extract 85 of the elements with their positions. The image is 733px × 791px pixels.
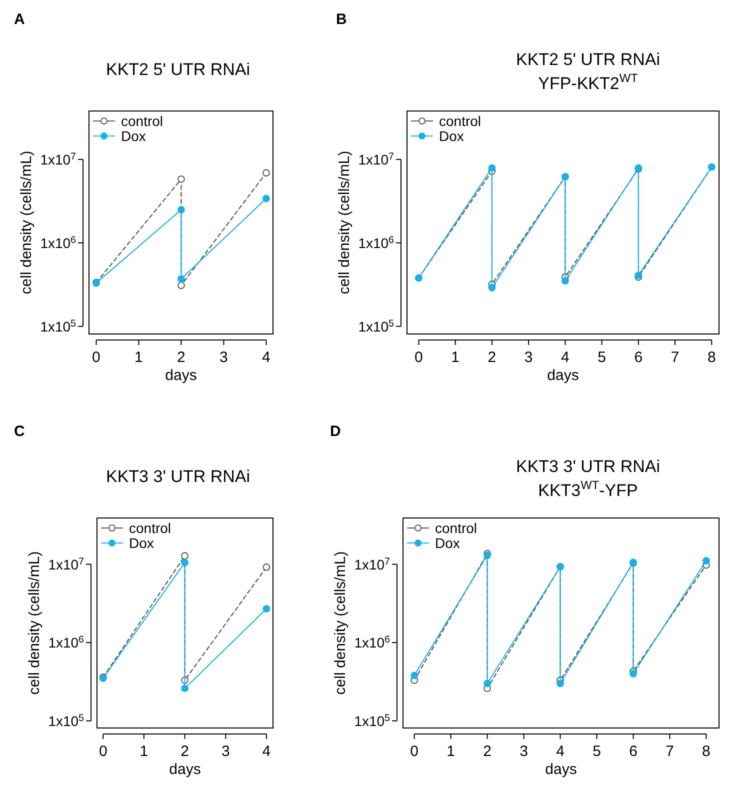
x-tick-label: 7 xyxy=(666,743,674,760)
legend-label: control xyxy=(121,113,164,129)
y-tick-label: 1x10$^{6}$ xyxy=(358,234,395,251)
point xyxy=(488,164,496,172)
y-tick-label: 1x10$^{6}$ xyxy=(48,634,85,651)
text: B xyxy=(336,11,347,28)
x-tick-label: 1 xyxy=(140,743,148,760)
x-tick-label: 2 xyxy=(483,743,492,760)
x-axis-title: days xyxy=(545,761,577,778)
x-tick-label: 5 xyxy=(598,349,606,366)
point xyxy=(484,680,491,688)
point xyxy=(178,175,185,183)
x-tick-label: 3 xyxy=(520,743,528,760)
y-tick-label: 1x10$^{7}$ xyxy=(40,150,76,168)
x-tick-label: 5 xyxy=(592,743,601,760)
x-axis-title: days xyxy=(547,367,579,384)
point xyxy=(702,557,710,564)
x-tick-label: 6 xyxy=(629,743,638,760)
legend-label: Dox xyxy=(439,128,464,144)
x-tick-label: 1 xyxy=(134,349,143,366)
y-tick-label: 1x10$^{7}$ xyxy=(48,556,84,572)
y-tick-label: 1x10$^{5}$ xyxy=(354,712,391,729)
x-tick-label: 8 xyxy=(708,349,716,366)
y-tick-label: 1x10$^{5}$ xyxy=(40,318,77,334)
point xyxy=(181,552,188,560)
chart-title: KKT2 5' UTR RNAi xyxy=(516,50,660,69)
y-tick-label: 1x10$^{5}$ xyxy=(48,712,85,729)
point xyxy=(561,277,569,285)
point xyxy=(488,284,496,292)
x-tick-label: 2 xyxy=(180,743,189,760)
x-tick-label: 4 xyxy=(561,349,570,366)
text: C xyxy=(14,423,25,440)
x-tick-label: 1 xyxy=(446,743,455,760)
point xyxy=(630,670,637,678)
point xyxy=(262,194,270,202)
x-axis-title: days xyxy=(165,367,197,384)
legend-label: control xyxy=(435,520,478,536)
chart-subtitle: YFP-KKT2$^{WT}$ xyxy=(538,71,638,93)
y-axis-title: cell density (cells/mL) xyxy=(336,150,353,294)
x-tick-label: 3 xyxy=(220,349,228,366)
x-tick-label: 0 xyxy=(92,349,100,366)
point xyxy=(178,275,185,283)
point xyxy=(556,680,564,688)
y-tick-label: 1x10$^{6}$ xyxy=(354,634,391,651)
x-tick-label: 3 xyxy=(524,349,533,366)
x-tick-label: 8 xyxy=(702,743,710,760)
point xyxy=(410,672,418,680)
chart-title: KKT3 3' UTR RNAi xyxy=(516,457,660,476)
x-tick-label: 0 xyxy=(410,743,418,760)
x-tick-label: 0 xyxy=(98,743,108,760)
legend-label: control xyxy=(129,520,172,536)
x-tick-label: 3 xyxy=(221,743,230,760)
x-tick-label: 4 xyxy=(262,743,271,760)
chart-title: KKT2 5' UTR RNAi xyxy=(106,60,250,79)
chart-title: KKT3 3' UTR RNAi xyxy=(106,467,250,486)
chart-subtitle: KKT3$^{WT}$-YFP xyxy=(538,478,638,500)
point xyxy=(178,282,185,290)
point xyxy=(262,605,270,612)
x-tick-label: 1 xyxy=(451,349,460,366)
legend-label: Dox xyxy=(129,535,154,551)
y-axis-title: cell density (cells/mL) xyxy=(26,551,43,695)
point xyxy=(262,169,270,177)
y-axis-title: cell density (cells/mL) xyxy=(18,150,35,294)
x-tick-label: 2 xyxy=(177,349,186,366)
text: D xyxy=(330,423,341,440)
point xyxy=(178,206,185,214)
point xyxy=(181,684,188,692)
y-tick-label: 1x10$^{5}$ xyxy=(358,318,395,334)
y-tick-label: 1x10$^{7}$ xyxy=(354,556,390,572)
legend-label: control xyxy=(439,113,482,129)
x-tick-label: 4 xyxy=(556,743,564,760)
point xyxy=(181,558,188,566)
legend-label: Dox xyxy=(435,535,460,551)
x-tick-label: 4 xyxy=(262,349,270,366)
y-tick-label: 1x10$^{7}$ xyxy=(358,150,394,168)
y-axis-title: cell density (cells/mL) xyxy=(332,551,349,695)
text: A xyxy=(14,11,25,28)
x-tick-label: 6 xyxy=(634,349,643,366)
x-tick-label: 7 xyxy=(670,349,680,366)
x-tick-label: 2 xyxy=(488,349,496,366)
y-tick-label: 1x10$^{6}$ xyxy=(40,234,77,251)
legend-label: Dox xyxy=(121,128,146,144)
point xyxy=(262,563,270,571)
x-tick-label: 0 xyxy=(414,349,423,366)
x-axis-title: days xyxy=(169,761,201,778)
